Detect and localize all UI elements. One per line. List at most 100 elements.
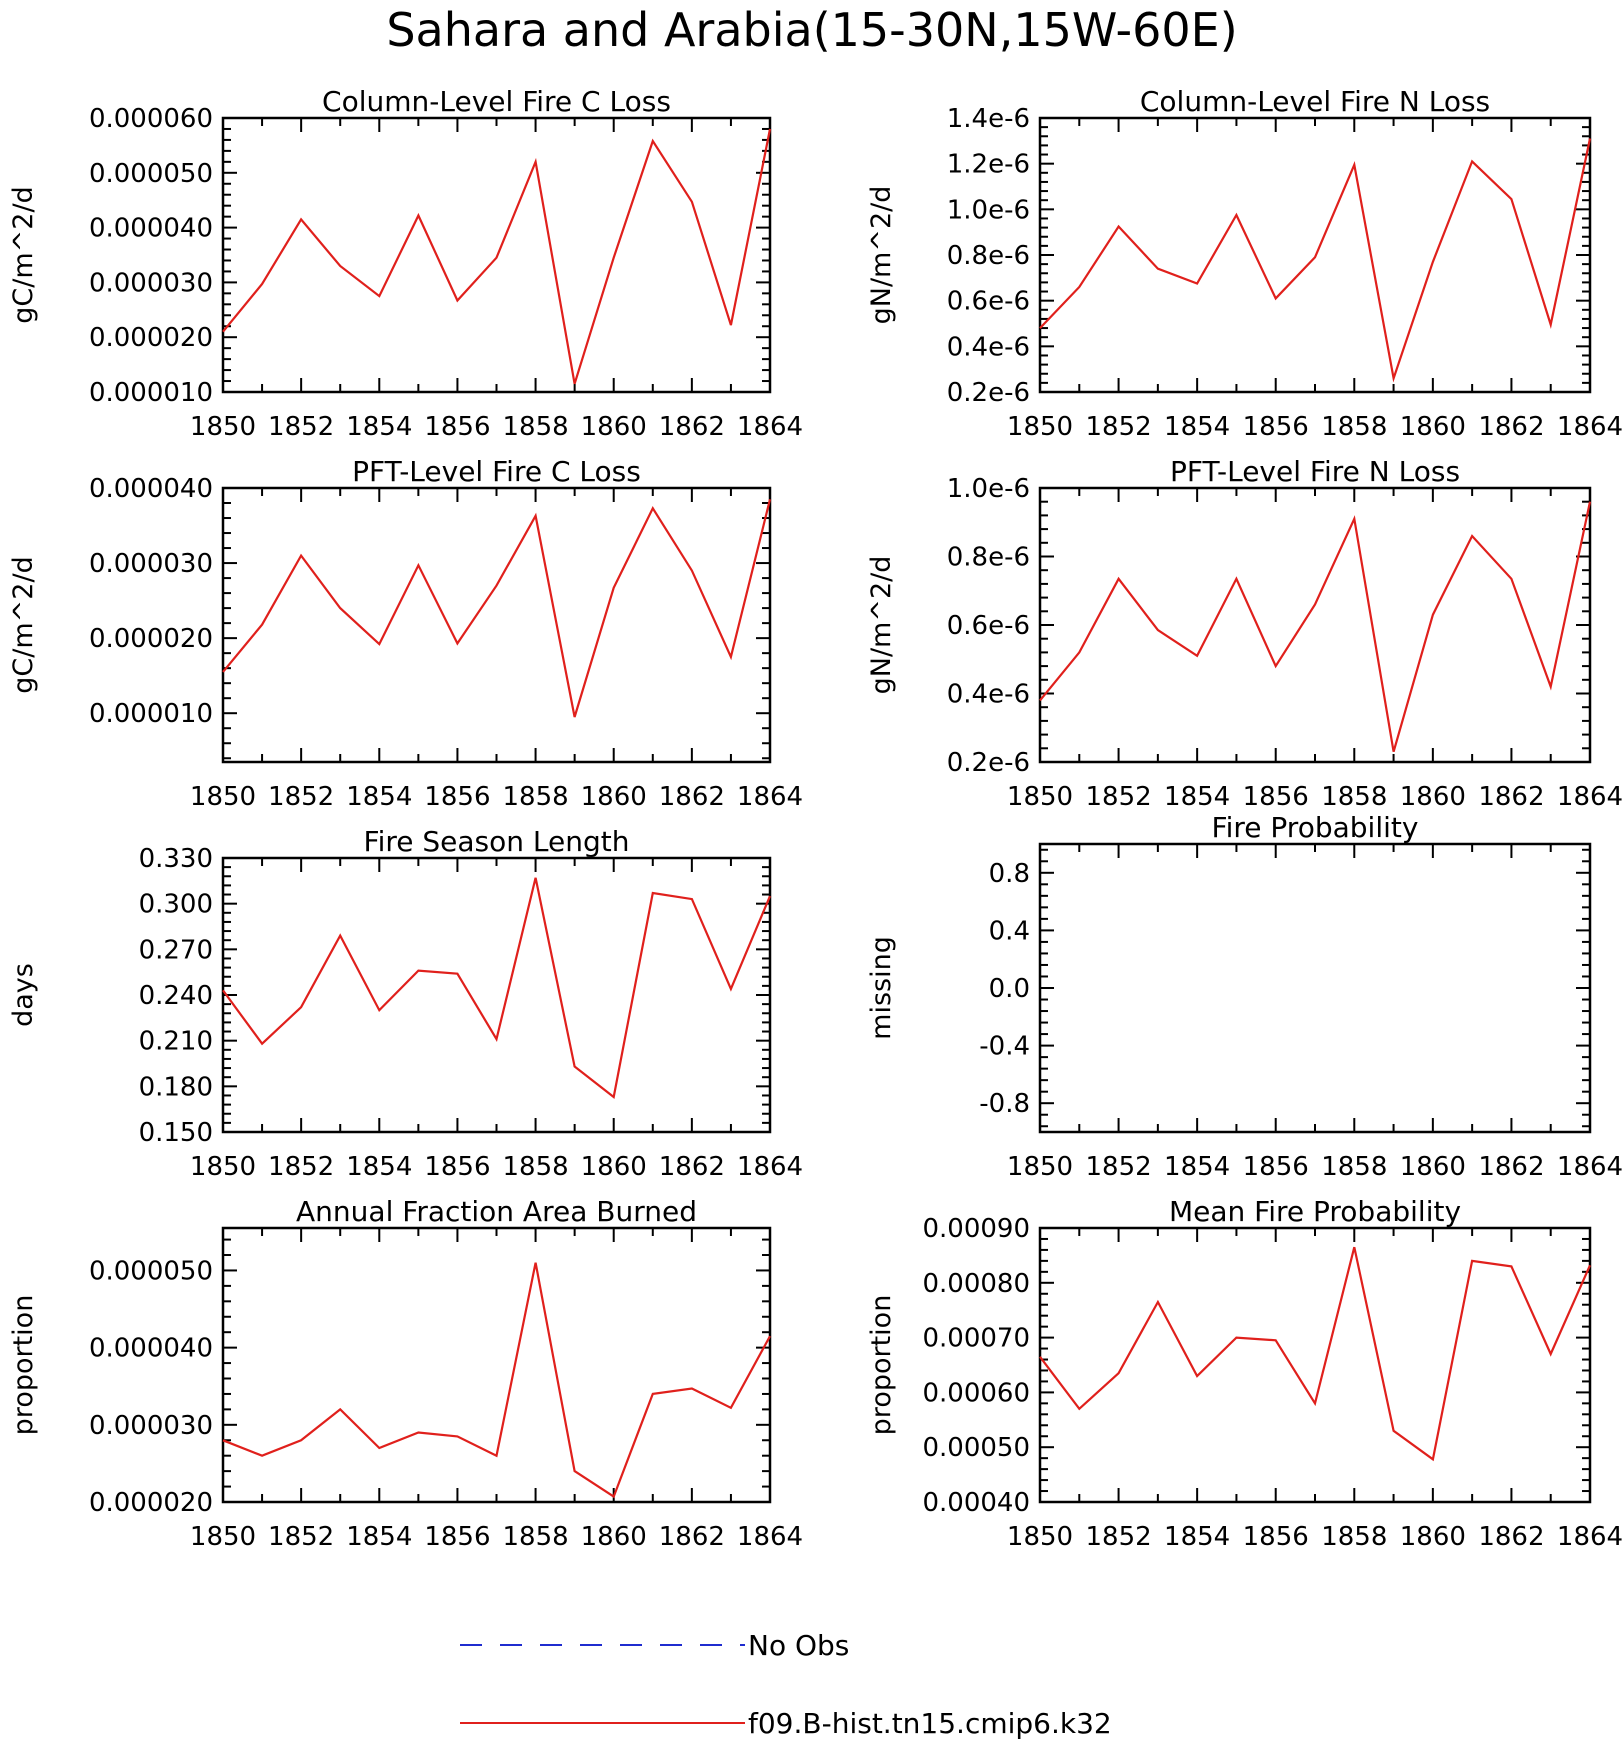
x-tick-label: 1862 [659, 412, 725, 442]
y-tick-label: 0.000050 [89, 1256, 213, 1286]
y-tick-label: 0.150 [139, 1118, 213, 1148]
y-tick-label: -0.4 [979, 1032, 1030, 1062]
x-tick-label: 1854 [1164, 412, 1230, 442]
panel-title: Column-Level Fire C Loss [322, 85, 671, 118]
y-tick-label: 0.2e-6 [947, 378, 1030, 408]
y-tick-label: 1.0e-6 [947, 474, 1030, 504]
x-tick-label: 1864 [1557, 1152, 1623, 1182]
plot-frame [221, 1226, 772, 1504]
x-tick-label: 1850 [190, 782, 256, 812]
y-tick-label: 0.270 [139, 935, 213, 965]
y-tick-label: 1.2e-6 [947, 150, 1030, 180]
panel-8: Mean Fire Probability 1850 1852 1854 1856 185… [866, 1195, 1623, 1552]
x-tick-label: 1860 [581, 412, 647, 442]
y-tick-label: 0.000040 [89, 214, 213, 244]
x-tick-label: 1864 [1557, 412, 1623, 442]
x-tick-label: 1852 [268, 1522, 334, 1552]
y-tick-label: 0.8 [989, 859, 1030, 889]
y-tick-label: 0.2e-6 [947, 748, 1030, 778]
x-tick-label: 1858 [502, 1152, 568, 1182]
y-tick-label: 1.0e-6 [947, 195, 1030, 225]
x-tick-label: 1858 [1321, 412, 1387, 442]
plot-frame [221, 486, 772, 764]
x-tick-label: 1864 [737, 412, 803, 442]
series-line [1039, 138, 1592, 383]
y-tick-label: 0.6e-6 [947, 287, 1030, 317]
x-tick-label: 1850 [190, 412, 256, 442]
y-tick-label: 1.4e-6 [947, 104, 1030, 134]
x-tick-label: 1854 [346, 1522, 412, 1552]
y-tick-label: 0.00050 [922, 1433, 1030, 1463]
y-tick-label: 0.00040 [922, 1488, 1030, 1518]
panel-4: PFT-Level Fire N Loss 1850 1852 1854 1856 185… [866, 455, 1623, 812]
y-tick-label: 0.4 [989, 916, 1030, 946]
x-tick-label: 1854 [1164, 1152, 1230, 1182]
y-tick-label: 0.000020 [89, 323, 213, 353]
y-tick-label: 0.4e-6 [947, 332, 1030, 362]
x-tick-label: 1850 [190, 1152, 256, 1182]
x-tick-label: 1860 [581, 782, 647, 812]
x-tick-label: 1864 [737, 782, 803, 812]
panel-7: Annual Fraction Area Burned 1850 1852 1854 1… [8, 1195, 803, 1552]
x-tick-label: 1854 [346, 1152, 412, 1182]
y-tick-label: 0.000010 [89, 699, 213, 729]
x-tick-label: 1862 [1478, 782, 1544, 812]
y-axis-label: gC/m^2/d [8, 186, 39, 323]
x-tick-label: 1856 [1243, 412, 1309, 442]
series-line [1039, 501, 1592, 753]
panel-1: Column-Level Fire C Loss 1850 1852 1854 1856… [8, 85, 803, 442]
x-tick-label: 1852 [1085, 1522, 1151, 1552]
panel-grid: Column-Level Fire C Loss 1850 1852 1854 1856… [8, 85, 1623, 1552]
x-tick-label: 1854 [1164, 1522, 1230, 1552]
panel-title: Fire Season Length [364, 825, 630, 858]
y-tick-label: 0.180 [139, 1072, 213, 1102]
legend: No Obs f09.B-hist.tn15.cmip6.k32 [460, 1629, 1112, 1740]
y-tick-label: 0.210 [139, 1027, 213, 1057]
x-tick-label: 1860 [1400, 1152, 1466, 1182]
y-axis-label: gN/m^2/d [866, 556, 897, 695]
y-tick-label: 0.240 [139, 981, 213, 1011]
x-tick-label: 1852 [268, 1152, 334, 1182]
x-tick-label: 1862 [1478, 412, 1544, 442]
y-tick-label: 0.000020 [89, 624, 213, 654]
y-tick-label: 0.000030 [89, 1411, 213, 1441]
x-tick-label: 1852 [268, 412, 334, 442]
x-tick-label: 1856 [1243, 782, 1309, 812]
x-tick-label: 1850 [1007, 782, 1073, 812]
y-tick-label: 0.00060 [922, 1378, 1030, 1408]
plot-frame [1038, 486, 1592, 764]
x-tick-label: 1858 [1321, 782, 1387, 812]
y-tick-label: 0.000060 [89, 104, 213, 134]
y-tick-label: 0.8e-6 [947, 543, 1030, 573]
x-tick-label: 1864 [737, 1152, 803, 1182]
panel-3: PFT-Level Fire C Loss 1850 1852 1854 1856 185… [8, 455, 803, 812]
panel-title: Mean Fire Probability [1169, 1195, 1461, 1228]
y-tick-label: 0.000030 [89, 549, 213, 579]
panel-title: PFT-Level Fire N Loss [1170, 455, 1460, 488]
x-tick-label: 1852 [268, 782, 334, 812]
y-tick-label: 0.000010 [89, 378, 213, 408]
x-tick-label: 1858 [502, 782, 568, 812]
y-tick-label: 0.8e-6 [947, 241, 1030, 271]
x-tick-label: 1856 [424, 782, 490, 812]
y-tick-label: 0.330 [139, 844, 213, 874]
x-tick-label: 1862 [1478, 1522, 1544, 1552]
series-line [1039, 1246, 1592, 1462]
x-tick-label: 1858 [1321, 1522, 1387, 1552]
x-tick-label: 1864 [1557, 1522, 1623, 1552]
y-tick-label: 0.4e-6 [947, 680, 1030, 710]
x-tick-label: 1856 [424, 412, 490, 442]
x-tick-label: 1858 [502, 412, 568, 442]
y-tick-label: 0.00080 [922, 1269, 1030, 1299]
x-tick-label: 1856 [1243, 1152, 1309, 1182]
y-tick-label: 0.000050 [89, 159, 213, 189]
x-tick-label: 1858 [502, 1522, 568, 1552]
series-line [222, 128, 772, 385]
x-tick-label: 1864 [737, 1522, 803, 1552]
x-tick-label: 1862 [659, 1522, 725, 1552]
y-tick-label: 0.000020 [89, 1488, 213, 1518]
panel-2: Column-Level Fire N Loss 1850 1852 1854 1856… [866, 85, 1623, 442]
legend-label-model: f09.B-hist.tn15.cmip6.k32 [748, 1707, 1112, 1740]
y-axis-label: days [8, 963, 39, 1027]
